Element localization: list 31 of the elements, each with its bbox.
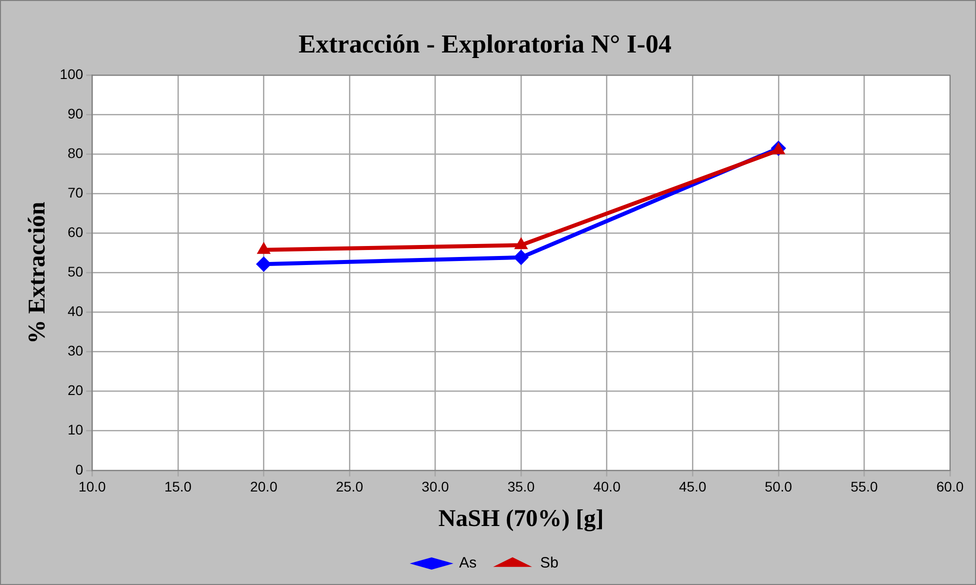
x-tick-label: 20.0 [250, 478, 278, 495]
y-tick-label: 80 [68, 145, 84, 162]
point [257, 242, 270, 254]
y-tick-label: 70 [68, 184, 84, 201]
legend-label: Sb [540, 554, 558, 572]
y-tick-label: 40 [68, 303, 84, 320]
x-tick-label: 40.0 [593, 478, 621, 495]
x-tick-label: 45.0 [679, 478, 706, 495]
x-tick-label: 30.0 [422, 478, 450, 495]
legend-label: As [459, 554, 477, 572]
y-tick-label: 10 [68, 422, 84, 438]
y-tick-label: 60 [68, 224, 84, 240]
x-tick-label: 35.0 [507, 478, 535, 495]
chart-title: Extracción - Exploratoria N° I-04 [298, 29, 672, 58]
y-tick-label: 30 [68, 342, 84, 359]
point [256, 256, 272, 272]
y-tick-label: 50 [68, 264, 84, 280]
x-tick-label: 50.0 [764, 478, 792, 495]
point [514, 250, 529, 265]
x-tick-label: 15.0 [164, 478, 192, 495]
y-axis-title: % Extracción [24, 202, 51, 344]
y-tick-label: 20 [68, 382, 84, 398]
x-tick-label: 60.0 [936, 478, 964, 495]
y-tick-label: 0 [75, 461, 84, 478]
y-tick-label: 90 [68, 106, 84, 122]
y-tick-label: 100 [60, 66, 84, 82]
point [514, 238, 528, 250]
x-tick-label: 55.0 [850, 478, 878, 495]
x-tick-label: 10.0 [78, 478, 106, 495]
x-axis-title: NaSH (70%) [g] [438, 506, 604, 532]
x-tick-label: 25.0 [336, 478, 364, 495]
